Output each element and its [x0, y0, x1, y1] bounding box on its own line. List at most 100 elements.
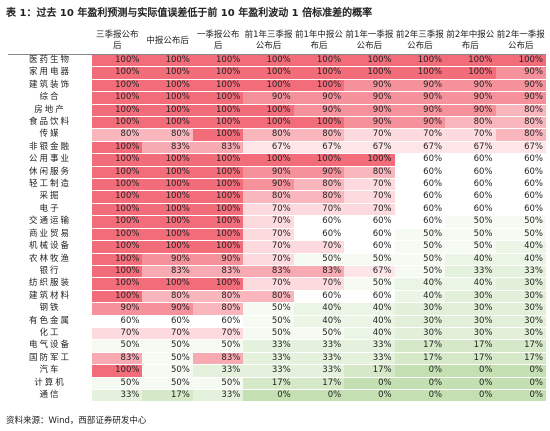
corner	[8, 28, 92, 55]
cell: 100%	[192, 190, 244, 204]
cell: 50%	[344, 253, 395, 266]
cell: 70%	[394, 128, 446, 142]
cell: 100%	[192, 54, 244, 68]
cell: 67%	[344, 141, 395, 155]
table-row: 电子 100% 100% 100% 70% 70% 70% 60% 60% 60%	[8, 203, 546, 217]
cell: 70%	[243, 215, 294, 229]
row-name: 农林牧渔	[8, 253, 92, 266]
cell: 100%	[243, 54, 294, 68]
cell: 100%	[92, 79, 143, 93]
cell: 60%	[495, 153, 546, 167]
cell: 60%	[445, 166, 496, 180]
cell: 0%	[495, 364, 546, 378]
cell: 60%	[344, 290, 395, 304]
cell: 50%	[243, 315, 294, 328]
cell: 100%	[192, 79, 244, 93]
cell: 100%	[293, 54, 345, 68]
cell: 50%	[293, 327, 345, 341]
cell: 60%	[293, 228, 345, 242]
column-header: 三季报公布后	[92, 28, 143, 55]
cell: 90%	[344, 116, 395, 130]
cell: 50%	[192, 339, 244, 353]
cell: 100%	[92, 178, 143, 192]
table-body: 医药生物 100% 100% 100% 100% 100% 100% 100% 100% 100%…	[8, 54, 546, 403]
cell: 50%	[394, 253, 446, 266]
table-row: 机械设备 100% 100% 100% 70% 70% 60% 50% 50% 40%	[8, 240, 546, 254]
cell: 100%	[192, 104, 244, 118]
cell: 90%	[394, 116, 446, 130]
row-name: 房地产	[8, 104, 92, 118]
cell: 50%	[142, 377, 193, 390]
cell: 80%	[495, 104, 546, 118]
cell: 17%	[243, 377, 294, 390]
table-row: 传媒 80% 80% 100% 80% 80% 70% 70% 70% 80%	[8, 128, 546, 142]
cell: 90%	[495, 79, 546, 93]
cell: 100%	[92, 116, 143, 130]
cell: 100%	[344, 66, 395, 80]
cell: 100%	[192, 240, 244, 254]
cell: 30%	[495, 327, 546, 341]
cell: 30%	[394, 327, 446, 341]
cell: 60%	[92, 315, 143, 328]
table-row: 有色金属 60% 60% 60% 50% 40% 40% 30% 30% 30%	[8, 315, 546, 328]
cell: 33%	[293, 339, 345, 353]
cell: 50%	[445, 228, 496, 242]
table-row: 纺织服装 100% 100% 100% 70% 70% 50% 40% 40% 30%	[8, 277, 546, 291]
cell: 30%	[495, 277, 546, 291]
cell: 100%	[293, 66, 345, 80]
cell: 100%	[142, 116, 193, 130]
cell: 60%	[344, 215, 395, 229]
cell: 17%	[495, 352, 546, 366]
cell: 80%	[192, 302, 244, 316]
cell: 100%	[142, 190, 193, 204]
cell: 30%	[495, 315, 546, 328]
cell: 50%	[495, 228, 546, 242]
row-name: 通信	[8, 389, 92, 403]
source-note: 资料来源：Wind，西部证券研发中心	[6, 416, 147, 426]
cell: 33%	[344, 352, 395, 366]
cell: 100%	[243, 66, 294, 80]
column-header: 前2年一季报公布后	[495, 28, 546, 55]
cell: 90%	[445, 79, 496, 93]
cell: 33%	[243, 339, 294, 353]
row-name: 交通运输	[8, 215, 92, 229]
cell: 40%	[344, 327, 395, 341]
cell: 50%	[293, 253, 345, 266]
table-row: 轻工制造 100% 100% 100% 90% 80% 70% 60% 60% 60%	[8, 178, 546, 192]
cell: 90%	[394, 91, 446, 105]
cell: 100%	[92, 141, 143, 155]
cell: 40%	[293, 315, 345, 328]
cell: 80%	[243, 190, 294, 204]
table-row: 房地产 100% 100% 100% 100% 90% 90% 90% 90% 80%	[8, 104, 546, 118]
cell: 100%	[92, 54, 143, 68]
cell: 50%	[142, 364, 193, 378]
row-name: 纺织服装	[8, 277, 92, 291]
cell: 0%	[394, 389, 446, 403]
cell: 80%	[344, 166, 395, 180]
row-name: 计算机	[8, 377, 92, 390]
cell: 90%	[445, 104, 496, 118]
cell: 50%	[243, 327, 294, 341]
cell: 100%	[142, 215, 193, 229]
cell: 80%	[293, 190, 345, 204]
table-row: 商业贸易 100% 100% 100% 70% 60% 60% 50% 50% 50%	[8, 228, 546, 242]
cell: 0%	[445, 364, 496, 378]
cell: 100%	[192, 228, 244, 242]
table-row: 农林牧渔 100% 90% 90% 70% 50% 50% 50% 40% 40%	[8, 253, 546, 266]
cell: 70%	[243, 240, 294, 254]
row-name: 非银金融	[8, 141, 92, 155]
cell: 60%	[394, 215, 446, 229]
cell: 100%	[142, 203, 193, 217]
cell: 90%	[394, 104, 446, 118]
table-title: 表 1：过去 10 年盈利预测与实际值误差低于前 10 年盈利波动 1 倍标准差…	[6, 8, 373, 19]
table-row: 化工 70% 70% 70% 50% 50% 40% 30% 30% 30%	[8, 327, 546, 341]
cell: 100%	[92, 153, 143, 167]
table-row: 建筑材料 100% 80% 80% 80% 60% 60% 40% 30% 30%	[8, 290, 546, 304]
cell: 33%	[92, 389, 143, 403]
cell: 80%	[243, 128, 294, 142]
cell: 90%	[243, 178, 294, 192]
cell: 17%	[495, 339, 546, 353]
cell: 30%	[495, 302, 546, 316]
cell: 50%	[445, 215, 496, 229]
